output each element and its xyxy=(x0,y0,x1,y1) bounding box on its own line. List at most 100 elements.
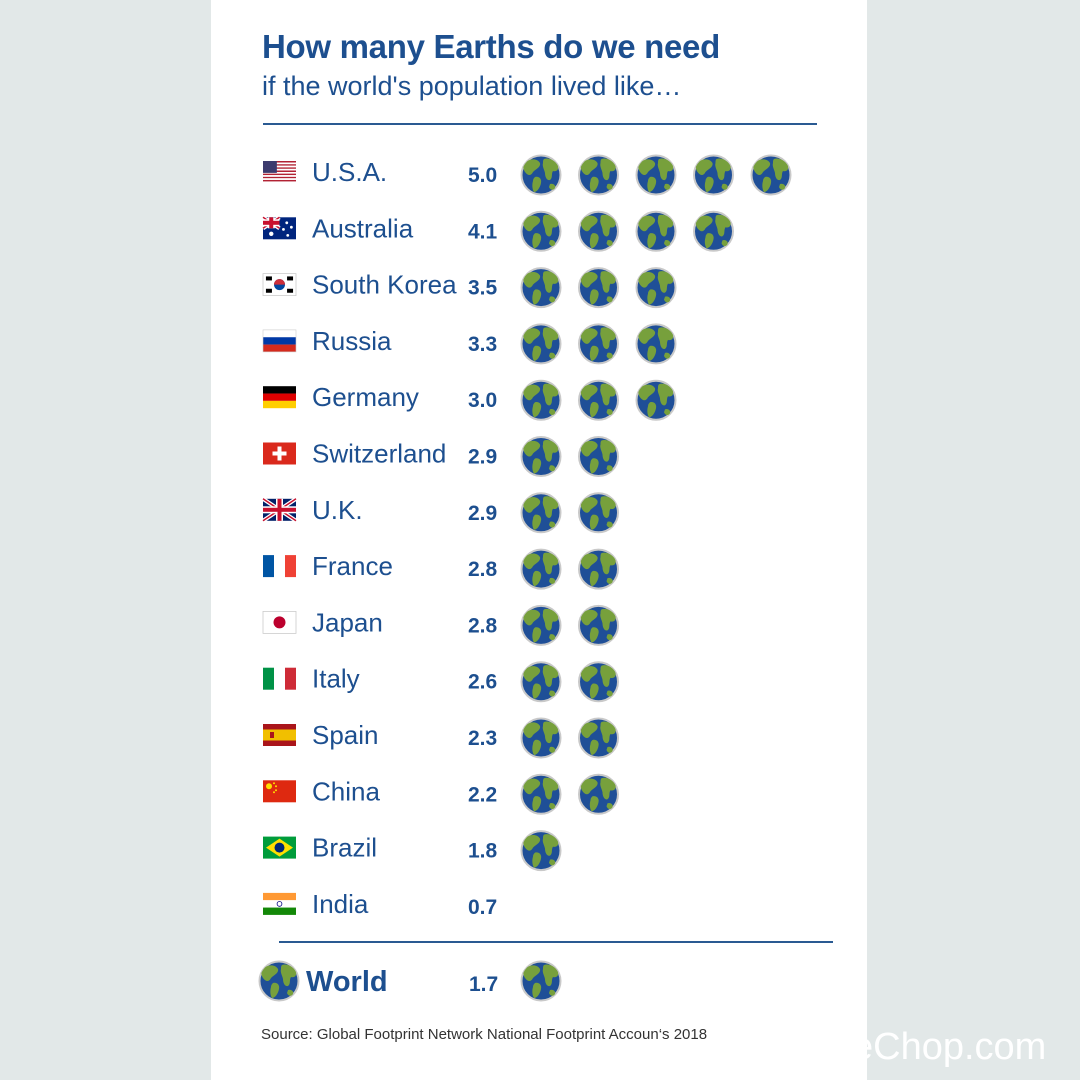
earth-globe-icon xyxy=(522,775,561,814)
bottom-divider xyxy=(279,941,833,943)
value-label: 0.7 xyxy=(468,896,497,919)
flag-usa-icon xyxy=(263,161,296,182)
value-label: 2.6 xyxy=(468,671,497,694)
partial-earth-globe-icon xyxy=(752,212,791,251)
earth-globe-icon xyxy=(579,381,618,420)
earth-globe-icon xyxy=(522,381,561,420)
flag-south-korea-icon xyxy=(262,273,297,297)
chart-title: How many Earths do we need xyxy=(262,28,720,65)
country-label: South Korea xyxy=(312,270,457,300)
country-label: Switzerland xyxy=(312,439,446,469)
earth-globe-icon xyxy=(579,324,618,363)
country-row: U.S.A. 5.0 xyxy=(263,156,791,195)
earth-globe-icon xyxy=(522,662,561,701)
value-label: 2.2 xyxy=(468,783,497,806)
chart-subtitle: if the world's population lived like… xyxy=(262,71,682,101)
country-row: France 2.8 xyxy=(263,550,676,589)
partial-earth-globe-icon xyxy=(637,550,676,589)
country-row: Australia 4.1 xyxy=(261,212,791,251)
country-label: China xyxy=(312,776,380,806)
earth-globe-icon xyxy=(637,212,676,251)
partial-earth-globe-icon xyxy=(637,606,676,645)
flag-china-icon xyxy=(263,780,296,803)
earth-globe-icon xyxy=(579,550,618,589)
globe-bar xyxy=(522,381,676,420)
earth-globe-icon xyxy=(579,437,618,476)
country-row: Spain 2.3 xyxy=(263,719,676,758)
globe-bar xyxy=(522,268,734,307)
flag-japan-icon xyxy=(262,611,297,634)
partial-earth-globe-icon xyxy=(637,775,676,814)
country-label: Russia xyxy=(312,326,392,356)
country-label: Italy xyxy=(312,664,360,694)
country-label: Spain xyxy=(312,720,379,750)
value-label: 2.3 xyxy=(468,727,497,750)
country-label: Australia xyxy=(312,213,414,243)
country-label: Brazil xyxy=(312,833,377,863)
globe-bar xyxy=(522,831,619,870)
value-label: 3.0 xyxy=(468,389,497,412)
globe-bar xyxy=(522,212,791,251)
country-row: Brazil 1.8 xyxy=(263,831,618,870)
country-row: Russia 3.3 xyxy=(262,324,734,363)
flag-brazil-icon xyxy=(263,836,296,859)
partial-earth-globe-icon xyxy=(694,324,733,363)
source-note: Source: Global Footprint Network Nationa… xyxy=(261,1026,708,1043)
earth-globe-icon xyxy=(522,324,561,363)
globe-bar xyxy=(522,662,676,701)
value-label: 2.9 xyxy=(468,446,497,469)
globe-bar xyxy=(522,606,676,645)
partial-earth-globe-icon xyxy=(637,662,676,701)
earth-globe-icon xyxy=(522,268,561,307)
value-label: 1.8 xyxy=(468,840,498,863)
earth-globe-icon xyxy=(579,606,618,645)
country-row: India 0.7 xyxy=(263,887,561,926)
globe-bar xyxy=(522,324,734,363)
value-label: 4.1 xyxy=(468,220,498,243)
earth-globe-icon xyxy=(694,212,733,251)
world-globe-bar xyxy=(522,962,619,1001)
country-label: Germany xyxy=(312,382,419,412)
country-label: France xyxy=(312,551,393,581)
earth-globe-icon xyxy=(522,606,561,645)
earth-globe-icon xyxy=(522,212,561,251)
earth-globe-icon xyxy=(579,156,618,195)
flag-india-icon xyxy=(263,892,296,915)
flag-switzerland-icon xyxy=(263,442,296,465)
globe-bar xyxy=(522,437,676,476)
earth-globe-icon xyxy=(637,156,676,195)
earth-globe-icon xyxy=(522,831,561,870)
earth-globe-icon xyxy=(522,550,561,589)
country-label: U.S.A. xyxy=(312,157,387,187)
earth-globe-icon xyxy=(694,156,733,195)
flag-spain-icon xyxy=(263,724,296,746)
top-divider xyxy=(263,123,817,125)
partial-earth-globe-icon xyxy=(579,962,618,1001)
earth-globe-icon xyxy=(637,268,676,307)
country-row: China 2.2 xyxy=(263,775,676,814)
world-label: World xyxy=(306,966,388,998)
earth-globe-icon xyxy=(579,719,618,758)
globe-bar xyxy=(522,550,676,589)
value-label: 2.8 xyxy=(468,558,498,581)
world-value-label: 1.7 xyxy=(469,973,498,996)
country-label: U.K. xyxy=(312,495,363,525)
country-label: India xyxy=(312,889,369,919)
earth-globe-icon xyxy=(522,719,561,758)
partial-earth-globe-icon xyxy=(522,887,561,926)
earth-globe-icon xyxy=(579,493,618,532)
value-label: 5.0 xyxy=(468,164,497,187)
globe-bar xyxy=(522,156,791,195)
country-label: Japan xyxy=(312,607,383,637)
earth-globe-icon xyxy=(579,662,618,701)
earth-globe-icon xyxy=(522,437,561,476)
flag-russia-icon xyxy=(262,329,297,353)
partial-earth-globe-icon xyxy=(637,493,676,532)
watermark: eChop.com xyxy=(852,1026,1047,1068)
country-row: Switzerland 2.9 xyxy=(263,437,676,476)
earth-globe-icon xyxy=(579,268,618,307)
country-row: Italy 2.6 xyxy=(263,662,676,701)
earth-globe-icon xyxy=(637,324,676,363)
flag-germany-icon xyxy=(263,386,296,409)
